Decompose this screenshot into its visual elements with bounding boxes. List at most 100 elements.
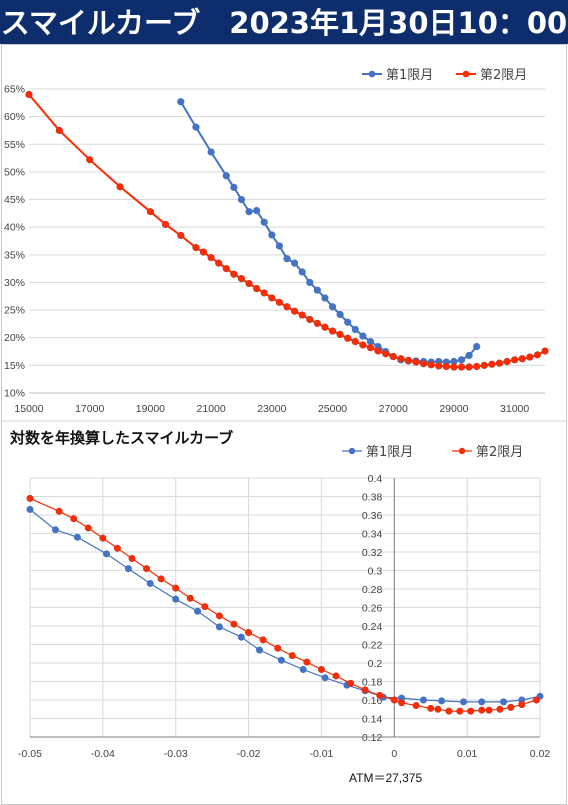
y-tick-label: 0.32 xyxy=(362,547,383,559)
x-tick-label: -0.04 xyxy=(91,748,115,760)
data-point xyxy=(237,274,246,283)
data-point xyxy=(222,265,230,273)
y-tick-label: 30% xyxy=(4,277,25,289)
y-tick-label: 20% xyxy=(4,332,25,344)
data-point xyxy=(344,318,352,326)
data-point xyxy=(86,156,94,164)
data-point xyxy=(275,298,284,306)
data-point xyxy=(500,698,508,706)
legend-label: 第1限月 xyxy=(366,445,413,460)
series-line xyxy=(29,509,541,703)
data-point xyxy=(290,259,299,267)
y-tick-label: 0.2 xyxy=(368,658,383,670)
data-point xyxy=(313,319,321,327)
smile-curve-chart: 10% 15% 20% 25% 30% 35% 40% 45% 50% 55% 60% 65% 1500… xyxy=(4,68,549,415)
data-point xyxy=(465,363,473,371)
data-point xyxy=(113,544,121,552)
legend-marker xyxy=(462,70,470,78)
data-point xyxy=(99,534,107,542)
data-point xyxy=(518,355,526,363)
chart-title: 対数を年換算したスマイルカーブ xyxy=(9,429,233,447)
data-point xyxy=(419,360,428,368)
data-point xyxy=(116,183,124,191)
data-point xyxy=(321,294,329,302)
data-point xyxy=(473,342,481,351)
data-point xyxy=(332,672,340,680)
data-point xyxy=(445,707,453,715)
legend-marker xyxy=(458,447,466,455)
data-point xyxy=(245,279,253,288)
legend-label: 第2限月 xyxy=(480,68,527,83)
page-title: スマイルカーブ 2023年1月30日10：00 xyxy=(0,6,568,40)
data-point xyxy=(427,704,435,712)
data-point xyxy=(237,195,246,204)
data-point xyxy=(374,347,382,355)
data-point xyxy=(541,347,549,355)
legend-label: 第2限月 xyxy=(476,445,523,460)
data-point xyxy=(317,665,325,673)
data-point xyxy=(336,310,344,319)
data-point xyxy=(259,636,267,644)
data-point xyxy=(215,623,223,631)
x-tick-label: 19000 xyxy=(136,403,165,415)
data-point xyxy=(124,565,132,573)
y-tick-label: 0.4 xyxy=(368,473,383,485)
data-point xyxy=(478,698,486,706)
x-tick-label: 31000 xyxy=(500,403,529,415)
data-point xyxy=(361,686,369,694)
x-tick-label: 23000 xyxy=(257,403,286,415)
data-point xyxy=(328,303,337,311)
data-point xyxy=(237,633,245,641)
data-point xyxy=(298,268,306,276)
x-tick-label: 0.02 xyxy=(530,748,551,760)
data-point xyxy=(186,594,194,602)
data-point xyxy=(103,550,111,558)
data-point xyxy=(268,231,276,239)
data-point xyxy=(518,701,526,709)
data-point xyxy=(177,98,185,106)
data-point xyxy=(459,698,467,706)
data-point xyxy=(55,507,63,515)
data-point xyxy=(347,679,355,687)
data-point xyxy=(303,658,311,666)
data-point xyxy=(306,315,314,324)
x-tick-label: -0.01 xyxy=(309,748,333,760)
data-point xyxy=(215,259,223,267)
data-point xyxy=(70,515,78,523)
y-tick-label: 0.24 xyxy=(362,621,383,633)
data-point xyxy=(507,703,515,711)
x-tick-label: 25000 xyxy=(318,403,347,415)
data-point xyxy=(192,244,200,252)
y-tick-label: 0.38 xyxy=(362,492,383,504)
data-point xyxy=(260,289,268,297)
data-point xyxy=(485,706,493,714)
data-point xyxy=(478,706,486,714)
y-tick-label: 50% xyxy=(4,166,25,178)
data-point xyxy=(532,696,540,704)
data-point xyxy=(73,533,81,541)
data-point xyxy=(359,332,367,340)
data-point xyxy=(442,362,450,371)
data-point xyxy=(390,696,398,704)
data-point xyxy=(199,248,208,256)
legend-label: 第1限月 xyxy=(386,68,433,83)
data-point xyxy=(526,353,534,361)
data-point xyxy=(55,126,63,135)
data-point xyxy=(230,270,238,278)
data-point xyxy=(172,584,180,592)
data-point xyxy=(495,359,504,367)
data-point xyxy=(143,565,151,573)
data-point xyxy=(457,356,466,364)
y-tick-label: 25% xyxy=(4,305,25,317)
y-tick-label: 0.22 xyxy=(362,640,383,652)
data-point xyxy=(283,255,291,263)
x-tick-label: 0 xyxy=(391,748,397,760)
x-tick-label: 0.01 xyxy=(457,748,478,760)
data-point xyxy=(336,330,344,339)
data-point xyxy=(351,325,359,334)
x-tick-label: 15000 xyxy=(14,403,43,415)
data-point xyxy=(533,351,542,359)
data-point xyxy=(51,526,59,534)
y-tick-label: 0.36 xyxy=(362,510,383,522)
data-point xyxy=(253,207,261,215)
